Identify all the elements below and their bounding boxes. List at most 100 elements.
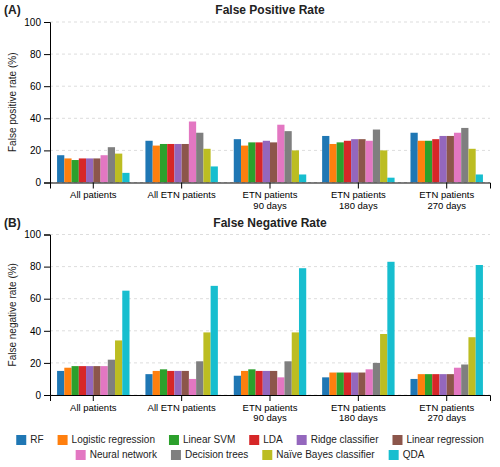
grid-line [50,266,490,267]
bar [299,268,306,395]
bar-series [79,139,440,182]
tick: 20 [30,358,50,369]
bar [93,366,100,395]
bar-series [122,166,483,182]
bar-series [122,262,483,395]
tick-label: All ETN patients [148,189,216,200]
axis-title: False positive rate (%) [7,53,18,152]
legend-item: Ridge classifier [297,434,379,445]
grid-line [50,22,490,23]
tick: ETN patients180 days [331,395,386,423]
tick-label: 60 [30,81,42,92]
grid [50,22,490,183]
legend-label: Neural network [90,449,158,460]
bar [189,379,196,395]
bar [211,166,218,182]
bar [373,130,380,183]
panel-label: (A) [4,3,21,17]
bar [174,371,181,395]
legend-item: QDA [389,449,425,460]
chart-root: RFLogistic regressionLinear SVMLDARidge … [0,0,500,467]
tick: 60 [30,81,50,92]
bar [358,373,365,395]
bar [263,371,270,395]
bar [115,154,122,183]
panel: 020406080100All patientsAll ETN patients… [7,216,491,424]
bar [241,371,248,395]
axis-line [44,23,51,184]
tick-label: 80 [30,49,42,60]
bar [418,141,425,183]
legend-label: RF [30,434,43,445]
tick: 80 [30,261,50,272]
bar [366,141,373,183]
bar [439,136,446,183]
legend-swatch [389,450,399,460]
tick: 80 [30,49,50,60]
tick: 100 [24,229,50,240]
tick: 60 [30,293,50,304]
tick-label: 20 [30,145,42,156]
grid-line [50,54,490,55]
axis-title: False negative rate (%) [7,263,18,366]
bar [461,128,468,183]
y-axis: 020406080100 [24,229,50,401]
bar-series [57,133,418,183]
bar [292,150,299,182]
legend-swatch [249,435,259,445]
bar [454,133,461,183]
axis-line [51,396,491,402]
legend-swatch [58,435,68,445]
bar [270,371,277,395]
grid-line [50,330,490,331]
bar [380,150,387,182]
bar [153,371,160,395]
bar [366,369,373,395]
bar [277,125,284,183]
tick: ETN patients270 days [419,183,474,211]
bar [432,374,439,395]
tick-label: 40 [30,113,42,124]
bar [299,174,306,182]
bar [284,131,291,182]
bar [432,139,439,182]
tick-label: 0 [35,390,41,401]
bar-series [115,149,476,183]
bar [57,371,64,395]
legend-item: Decision trees [171,449,248,460]
tick-mark [44,363,50,364]
bar [476,174,483,182]
tick: ETN patients90 days [243,395,298,423]
tick-label: All patients [70,402,117,413]
tick-mark [44,118,50,119]
tick-label: 80 [30,261,42,272]
bar [447,136,454,183]
bar [167,371,174,395]
legend-item: Logistic regression [58,434,155,445]
bar [292,332,299,395]
tick-mark [446,183,447,189]
bar [248,369,255,395]
title: False Positive Rate [215,3,325,17]
tick-mark [358,395,359,401]
bar-series [101,366,462,395]
tick: 100 [24,17,50,28]
y-axis: 020406080100 [24,17,50,189]
tick-label: ETN patients270 days [419,402,474,423]
legend-item: Naïve Bayes classifier [262,449,375,460]
legend-label: Naïve Bayes classifier [276,449,375,460]
bar-series [93,136,454,183]
tick-mark [270,183,271,189]
grid [50,235,490,396]
bar [344,373,351,395]
bar [351,373,358,395]
bar [93,158,100,182]
tick: 0 [35,390,50,401]
legend-item: Linear regression [392,434,483,445]
legend-item: LDA [249,434,283,445]
legend-label: Linear regression [406,434,483,445]
tick-label: ETN patients90 days [243,189,298,210]
tick-mark [44,395,50,396]
bar [160,144,167,183]
x-axis: All patientsAll ETN patientsETN patients… [51,183,491,211]
